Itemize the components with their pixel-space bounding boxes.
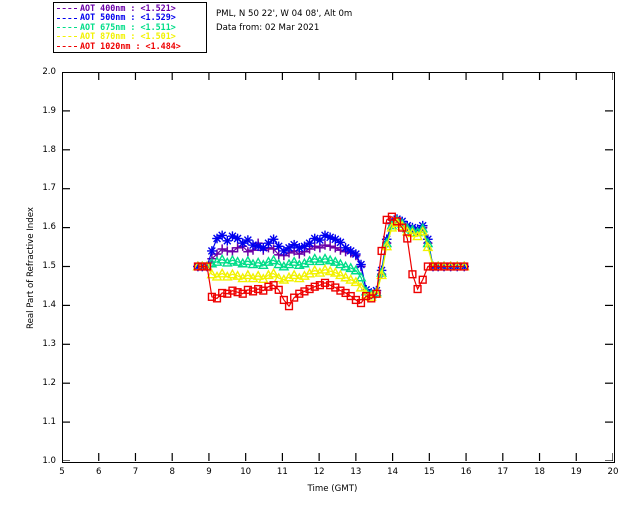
legend-dash-870nm (57, 36, 77, 38)
legend-item-500nm: AOT 500nm : <1.529> (57, 12, 204, 23)
x-tick-label: 8 (169, 467, 175, 477)
chart-legend: AOT 400nm : <1.521> AOT 500nm : <1.529> … (53, 2, 207, 53)
legend-dash-500nm (57, 17, 77, 19)
legend-label-400nm: AOT 400nm : <1.521> (80, 3, 176, 13)
chart-header: PML, N 50 22', W 04 08', Alt 0m Data fro… (216, 7, 352, 35)
x-tick-label: 15 (423, 467, 435, 477)
x-tick-label: 18 (534, 467, 545, 477)
legend-dash-1020nm (57, 45, 77, 47)
y-tick-label: 1.8 (42, 144, 56, 155)
legend-label-500nm: AOT 500nm : <1.529> (80, 12, 176, 23)
y-axis-title: Real Part of Refractive Index (26, 206, 36, 329)
y-tick-label: 1.6 (42, 222, 56, 233)
series-aot-1020nm-1-484- (193, 212, 469, 311)
legend-item-1020nm: AOT 1020nm : <1.484> (57, 40, 204, 51)
x-tick-label: 9 (206, 467, 212, 477)
x-tick-label: 17 (497, 467, 509, 477)
x-tick-label: 6 (95, 467, 102, 477)
legend-label-870nm: AOT 870nm : <1.501> (80, 31, 176, 42)
x-axis-title: Time (GMT) (307, 484, 358, 494)
y-tick-label: 1.9 (42, 105, 56, 116)
legend-item-675nm: AOT 675nm : <1.511> (57, 21, 204, 32)
y-tick-label: 1.1 (42, 416, 56, 427)
x-tick-label: 7 (132, 467, 139, 477)
y-tick-label: 1.7 (42, 183, 56, 194)
x-tick-label: 10 (240, 467, 252, 477)
x-tick-label: 14 (387, 467, 399, 477)
y-tick-label: 1.3 (42, 339, 56, 349)
data-series-group (192, 212, 470, 311)
axis-ticks (62, 72, 613, 461)
legend-dash-400nm (57, 8, 77, 10)
x-tick-label: 12 (313, 467, 325, 477)
y-tick-label: 1.2 (42, 377, 56, 388)
x-tick-label: 20 (607, 467, 619, 477)
x-tick-label: 13 (350, 467, 362, 477)
plot-canvas (62, 72, 613, 461)
legend-label-675nm: AOT 675nm : <1.511> (80, 21, 176, 32)
x-tick-label: 11 (276, 467, 288, 477)
site-location-line: PML, N 50 22', W 04 08', Alt 0m (216, 9, 353, 19)
plot-frame (62, 72, 615, 463)
legend-item-870nm: AOT 870nm : <1.501> (57, 31, 204, 42)
legend-item-400nm: AOT 400nm : <1.521> (57, 3, 204, 13)
x-tick-label: 19 (570, 467, 582, 477)
series-aot-870nm-1-501- (192, 217, 470, 301)
legend-dash-675nm (57, 26, 77, 28)
y-tick-label: 2.0 (42, 66, 56, 77)
legend-label-1020nm: AOT 1020nm : <1.484> (80, 40, 181, 51)
data-date-line: Data from: 02 Mar 2021 (216, 23, 320, 33)
y-tick-label: 1.5 (42, 261, 56, 272)
x-tick-label: 5 (59, 467, 65, 477)
y-tick-label: 1.4 (42, 300, 56, 311)
x-tick-label: 16 (460, 467, 472, 477)
y-tick-label: 1.0 (42, 455, 56, 466)
